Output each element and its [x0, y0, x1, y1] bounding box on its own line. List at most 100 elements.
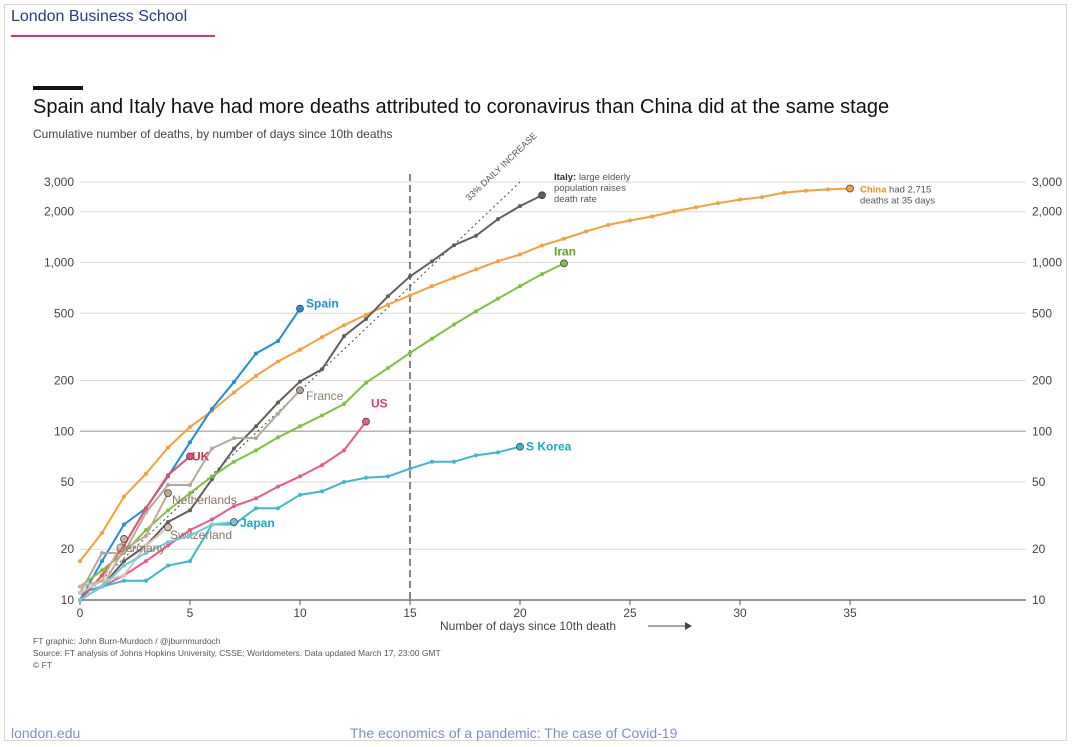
italy-annotation-line: population raises [554, 183, 626, 194]
data-point-us [166, 543, 170, 548]
x-tick-label: 10 [293, 606, 307, 620]
x-tick-label: 30 [733, 606, 747, 620]
brand-rule [11, 35, 215, 37]
series-label-iran: Iran [554, 244, 576, 258]
data-point-iran [276, 435, 280, 440]
data-point-china [276, 359, 280, 364]
data-point-iran [518, 284, 522, 289]
y-tick-label-left: 10 [61, 593, 75, 607]
data-point-s-korea [276, 506, 280, 511]
data-point-china [166, 445, 170, 450]
data-point-uk [144, 506, 148, 511]
data-point-uk [122, 543, 126, 548]
data-point-china [386, 302, 390, 307]
title-accent-bar [33, 86, 83, 90]
data-point-italy [386, 294, 390, 299]
data-point-s-korea [430, 459, 434, 464]
data-point-s-korea [516, 442, 524, 451]
series-label-uk: UK [192, 449, 210, 463]
brand-title: London Business School [11, 8, 188, 25]
data-point-italy [232, 446, 236, 451]
data-point-iran [452, 322, 456, 327]
china-annotation-line: deaths at 35 days [860, 196, 935, 207]
data-point-spain [188, 440, 192, 445]
y-tick-label-left: 50 [61, 475, 75, 489]
data-point-us [298, 474, 302, 479]
data-point-italy [254, 424, 258, 429]
data-point-france [210, 446, 214, 451]
data-point-us [144, 559, 148, 564]
data-point-italy [408, 274, 412, 279]
data-point-italy [430, 259, 434, 264]
series-label-germany: Germany [116, 541, 165, 555]
data-point-uk [186, 452, 194, 461]
data-point-china [804, 188, 808, 193]
data-point-china [738, 197, 742, 202]
y-tick-label-left: 3,000 [44, 175, 74, 189]
y-tick-label-left: 1,000 [44, 256, 74, 270]
series-label-switzerland: Switzerland [170, 528, 232, 542]
data-point-france [188, 483, 192, 488]
data-point-iran [210, 474, 214, 479]
data-point-italy [518, 204, 522, 209]
x-tick-label: 20 [513, 606, 527, 620]
data-point-iran [540, 272, 544, 277]
data-point-china [782, 190, 786, 195]
data-point-iran [298, 424, 302, 429]
data-point-china [826, 187, 830, 192]
data-point-iran [100, 568, 104, 573]
series-line-italy [79, 194, 543, 594]
footer-website[interactable]: london.edu [11, 725, 81, 741]
slide-frame [4, 4, 1067, 741]
data-point-china [452, 275, 456, 280]
data-point-china [144, 471, 148, 476]
data-point-iran [560, 259, 568, 268]
data-point-france [166, 483, 170, 488]
data-point-china [628, 218, 632, 223]
x-tick-label: 35 [843, 606, 857, 620]
data-point-france [276, 411, 280, 416]
data-point-china [650, 214, 654, 219]
series-line-japan [79, 520, 235, 601]
data-point-switzerland [122, 573, 126, 578]
series-label-japan: Japan [240, 516, 275, 530]
data-point-us [188, 527, 192, 532]
data-point-france [232, 436, 236, 441]
data-point-france [296, 386, 304, 395]
data-point-s-korea [298, 492, 302, 497]
data-point-s-korea [320, 489, 324, 494]
data-point-iran [408, 350, 412, 355]
y-tick-label-right: 3,000 [1032, 175, 1062, 189]
credit-graphic: FT graphic: John Burn-Murdoch / @jburnmu… [33, 636, 221, 646]
data-point-china [298, 347, 302, 352]
data-point-iran [386, 366, 390, 371]
data-point-france [254, 436, 258, 441]
data-point-china [100, 530, 104, 535]
data-point-china [474, 267, 478, 272]
y-tick-label-left: 100 [54, 424, 74, 438]
data-point-italy [342, 334, 346, 339]
data-point-iran [474, 309, 478, 314]
series-label-france: France [306, 389, 344, 403]
data-point-iran [496, 296, 500, 301]
y-tick-label-right: 20 [1032, 542, 1046, 556]
y-tick-label-right: 50 [1032, 475, 1046, 489]
data-point-italy [320, 367, 324, 372]
data-point-s-korea [342, 480, 346, 485]
data-point-japan [166, 540, 170, 545]
data-point-china [606, 222, 610, 227]
data-point-italy [496, 217, 500, 222]
footer-presentation-title: The economics of a pandemic: The case of… [350, 725, 678, 741]
data-point-spain [100, 559, 104, 564]
x-axis-label: Number of days since 10th death [440, 619, 616, 633]
data-point-italy [188, 508, 192, 513]
data-point-china [122, 494, 126, 499]
data-point-us [276, 484, 280, 489]
italy-annotation-text: large elderly [579, 172, 631, 183]
reference-line-label: 33% DAILY INCREASE [464, 131, 539, 203]
data-point-china [188, 424, 192, 429]
data-point-china [254, 373, 258, 378]
data-point-china [496, 259, 500, 264]
data-point-spain [122, 522, 126, 527]
data-point-italy [298, 379, 302, 384]
